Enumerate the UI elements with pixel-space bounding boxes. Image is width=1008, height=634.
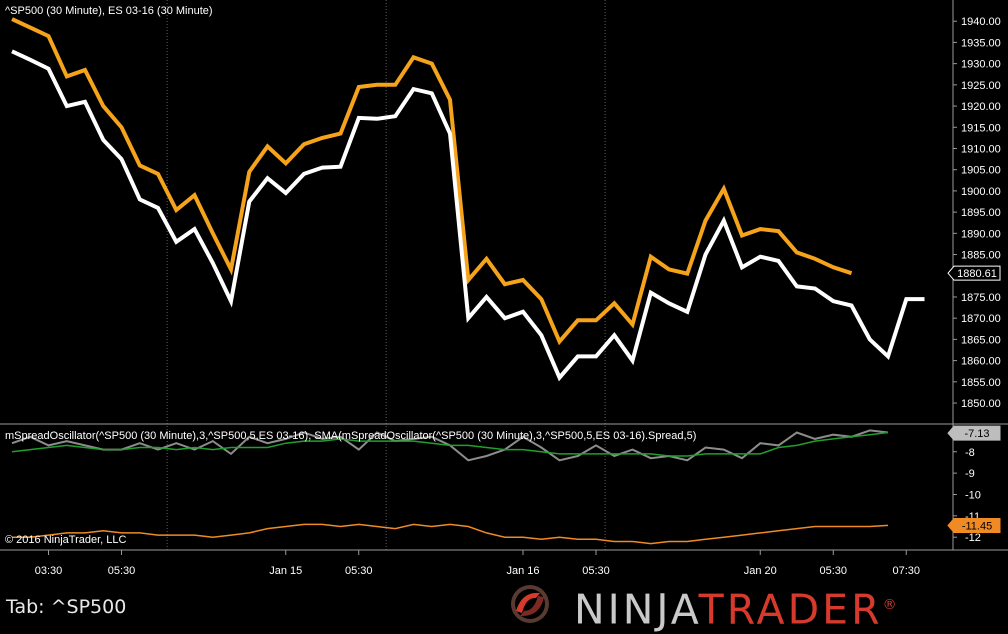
price-tick-label: 1875.00: [961, 292, 1001, 304]
brand-trader: TRADER: [698, 585, 883, 634]
last-price-marker: 1880.61: [957, 268, 997, 280]
price-tick-label: 1940.00: [961, 16, 1001, 28]
osc-tick-label: -8: [965, 447, 975, 459]
brand-wordmark: NINJATRADER®: [574, 583, 900, 632]
series-sma: [11, 431, 889, 457]
price-tick-label: 1920.00: [961, 101, 1001, 113]
time-tick-label: 05:30: [819, 565, 847, 577]
last-price-marker-box: [947, 265, 1001, 281]
brand-ninja: NINJA: [574, 585, 699, 634]
time-tick-label: 05:30: [582, 565, 610, 577]
time-tick-label: 05:30: [345, 565, 373, 577]
price-tick-label: 1895.00: [961, 207, 1001, 219]
time-tick-label: Jan 15: [269, 565, 302, 577]
time-tick-label: Jan 16: [506, 565, 539, 577]
time-tick-label: 07:30: [892, 565, 920, 577]
brand-registered: ®: [882, 597, 900, 613]
series-spread: [12, 523, 889, 545]
oscillator-panel[interactable]: [11, 429, 889, 545]
osc-tick-label: -12: [965, 532, 981, 544]
price-tick-label: 1865.00: [961, 334, 1001, 346]
copyright-label: © 2016 NinjaTrader, LLC: [5, 534, 126, 546]
time-tick-label: 03:30: [35, 565, 63, 577]
session-dividers: [166, 0, 606, 550]
osc-value-marker: -7.13: [964, 428, 989, 440]
time-tick-label: Jan 20: [744, 565, 777, 577]
price-tick-label: 1870.00: [961, 313, 1001, 325]
price-tick-label: 1890.00: [961, 228, 1001, 240]
osc-tick-label: -9: [965, 468, 975, 480]
price-tick-label: 1860.00: [961, 356, 1001, 368]
price-panel[interactable]: [11, 17, 925, 382]
price-tick-label: 1915.00: [961, 122, 1001, 134]
price-tick-label: 1900.00: [961, 186, 1001, 198]
osc-tick-label: -10: [965, 489, 981, 501]
tab-label[interactable]: Tab: ^SP500: [6, 596, 127, 618]
osc-value-marker-box: [947, 425, 1001, 441]
price-tick-label: 1905.00: [961, 165, 1001, 177]
time-tick-label: 05:30: [108, 565, 136, 577]
chart-title: ^SP500 (30 Minute), ES 03-16 (30 Minute): [5, 5, 213, 17]
chart-area[interactable]: 1850.00 1855.00 1860.00 1865.00 1870.00 1875.…: [0, 0, 1008, 580]
series-sp500: [11, 49, 925, 382]
price-tick-label: 1935.00: [961, 37, 1001, 49]
axes: 1850.00 1855.00 1860.00 1865.00 1870.00 1875.…: [0, 0, 1008, 577]
osc-value-marker: -11.45: [962, 520, 992, 532]
price-markers: 1880.61 -7.13 -11.45: [947, 265, 1001, 533]
price-tick-label: 1885.00: [961, 250, 1001, 262]
ninjatrader-logo-icon: [511, 585, 549, 623]
indicator-title: mSpreadOscillator(^SP500 (30 Minute),3,^…: [5, 430, 696, 442]
price-tick-label: 1850.00: [961, 398, 1001, 410]
series-es-0316: [11, 17, 853, 346]
price-tick-label: 1855.00: [961, 377, 1001, 389]
osc-value-marker-box: [947, 517, 1001, 533]
ninjatrader-logo: NINJATRADER®: [500, 583, 1005, 632]
price-tick-label: 1910.00: [961, 143, 1001, 155]
price-tick-label: 1925.00: [961, 80, 1001, 92]
price-tick-label: 1930.00: [961, 59, 1001, 71]
